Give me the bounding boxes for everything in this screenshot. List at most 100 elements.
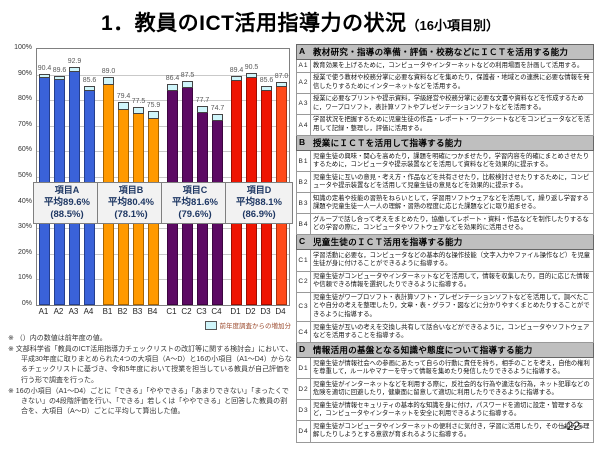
table-row-B2: B2 児童生徒に互いの意見・考え方・作品などを共有させたり，比較検討させたりするた…	[296, 172, 594, 194]
section-title: 授業にＩＣＴを活用して指導する能力	[313, 138, 463, 149]
item-text: 児童生徒がコンピュータやインターネットの便利さに気付き，学習に活用したり，その仕…	[313, 422, 590, 439]
section-code: A	[299, 46, 306, 56]
bar-value-label: 86.4	[165, 74, 180, 82]
bar-slot: 77.7	[195, 49, 210, 305]
gridline	[37, 253, 289, 255]
item-code: B4	[297, 214, 311, 235]
item-text: 学習活動に必要な，コンピュータなどの基本的な操作技能（文字入力やファイル操作など…	[313, 251, 591, 268]
bar-value-label: 89.4	[229, 67, 244, 75]
x-tick-label-D2: D2	[245, 307, 256, 316]
increase-cap	[261, 85, 272, 91]
x-tick-label-C4: C4	[211, 307, 222, 316]
bar-value-label: 90.4	[37, 64, 52, 72]
footnotes: ※ （）内の数値は前年度の値。 ※ 文部科学省「教員のICT活用指導力チェックリス…	[8, 334, 294, 418]
section-title: 情報活用の基盤となる知識や態度について指導する能力	[313, 345, 533, 356]
item-code: D3	[297, 400, 311, 421]
page-title: 1．教員のICT活用指導力の状況（16小項目別）	[0, 7, 600, 37]
section-title: 児童生徒のＩＣＴ活用を指導する能力	[313, 237, 463, 248]
item-code: C3	[297, 292, 311, 322]
bar-slot: 74.7	[210, 49, 225, 305]
x-tick-label-B3: B3	[132, 307, 143, 316]
plot-area: 90.4 89.6 92.9 85.6 項目A 平均89.6% (88.5%) 89.0 79.…	[33, 48, 293, 306]
group-name: 項目D	[246, 185, 272, 196]
increase-cap	[167, 83, 178, 91]
bar-group-項目D: 89.4 90.5 85.6 87.0 項目D 平均88.1% (86.9%)	[225, 49, 293, 305]
bar-group-項目B: 89.0 79.4 77.5 75.9 項目B 平均80.4% (78.1%)	[97, 49, 165, 305]
x-tick-label-A4: A4	[83, 307, 94, 316]
bar-value-label: 87.5	[180, 72, 195, 79]
bar-value-label: 89.6	[52, 66, 67, 74]
section-title: 教材研究・指導の準備・評価・校務などにＩＣＴを活用する能力	[313, 47, 569, 57]
increase-cap	[84, 85, 95, 91]
group-average-box-項目A: 項目A 平均89.6% (88.5%)	[33, 182, 101, 225]
item-code: A2	[297, 72, 311, 93]
item-code: A4	[297, 114, 311, 136]
table-row-C2: C2 児童生徒がコンピュータやインターネットなどを活用して，情報を収集したり，目的…	[296, 271, 594, 293]
x-label-group: A1 A2 A3 A4	[36, 307, 96, 316]
x-tick-label-C2: C2	[181, 307, 192, 316]
gridline	[37, 125, 289, 127]
increase-cap	[182, 81, 193, 89]
footnote: ※ 文部科学省「教員のICT活用指導力チェックリストの改訂等に関する検討会」にお…	[8, 346, 293, 384]
footnote: ※ 16の小項目（A1～D4）ごとに「できる」「ややできる」「あまりできない」「…	[8, 387, 289, 415]
bar-slot: 89.0	[101, 49, 116, 305]
section-header-C: C 児童生徒のＩＣＴ活用を指導する能力	[296, 235, 594, 251]
bar-value-label: 75.9	[146, 101, 161, 109]
group-prev-year: (88.5%)	[50, 209, 84, 221]
item-text: 児童生徒が情報社会への参画にあたって自らの行動に責任を持ち，相手のことを考え，自…	[313, 359, 590, 375]
y-tick-label: 60%	[17, 146, 32, 154]
bar-value-label: 87.0	[274, 73, 289, 81]
bar-value-label: 85.6	[82, 76, 97, 84]
bar-group-項目A: 90.4 89.6 92.9 85.6 項目A 平均89.6% (88.5%)	[33, 49, 101, 305]
table-row-B3: B3 知識の定着や技能の習熟をねらいとして，学習用ソフトウェアなどを活用して，繰り…	[296, 193, 594, 215]
section-header-B: B 授業にＩＣＴを活用して指導する能力	[296, 136, 594, 152]
x-tick-label-B1: B1	[102, 307, 113, 316]
item-text: 児童生徒がインターネットなどを利用する際に，反社会的な行為や違法な行為，ネット犯…	[313, 380, 590, 397]
item-text: 授業で使う教材や校務分掌に必要な資料などを集めたり，保護者・地域との連携に必要な…	[313, 74, 590, 90]
item-text: 児童生徒がコンピュータやインターネットなどを活用して，情報を収集したり，目的に応…	[313, 273, 589, 289]
increase-cap	[148, 110, 159, 119]
section-header-D: D 情報活用の基盤となる知識や態度について指導する能力	[296, 343, 594, 359]
x-tick-label-C1: C1	[166, 307, 177, 316]
group-average-box-項目C: 項目C 平均81.6% (79.6%)	[161, 182, 229, 225]
table-row-B4: B4 グループで話し合って考えをまとめたり，協働してレポート・資料・作品などを制作…	[296, 214, 594, 236]
bar-value-label: 79.4	[116, 92, 131, 100]
table-row-C3: C3 児童生徒がワープロソフト・表計算ソフト・プレゼンテーションソフトなどを活用し…	[296, 292, 594, 323]
increase-cap	[69, 67, 80, 72]
bar-slot: 86.4	[165, 49, 180, 305]
section-code: B	[299, 137, 306, 148]
item-text: 児童生徒に互いの意見・考え方・作品などを共有させたり，比較検討させたりするために…	[313, 173, 590, 189]
bar-value-label: 85.6	[259, 76, 274, 84]
item-text: 児童生徒が互いの考えを交換し共有して話合いなどができるように，コンピュータやソフ…	[313, 323, 590, 339]
bar-value-label: 92.9	[67, 58, 82, 66]
y-tick-label: 50%	[17, 172, 32, 179]
bar-group-項目C: 86.4 87.5 77.7 74.7 項目C 平均81.6% (79.6%)	[161, 49, 229, 305]
section-header-A: A 教材研究・指導の準備・評価・校務などにＩＣＴを活用する能力	[296, 45, 594, 60]
item-code: C1	[297, 250, 311, 271]
x-tick-label-B4: B4	[147, 307, 158, 316]
bar-slot: 90.4	[37, 49, 52, 305]
item-code: B3	[297, 193, 311, 214]
bar-slot: 77.5	[131, 49, 146, 305]
x-tick-label-B2: B2	[117, 307, 128, 316]
bar-slot: 87.0	[274, 49, 289, 305]
item-code: D2	[297, 379, 311, 400]
group-average: 平均89.6%	[44, 196, 90, 208]
footnote: ※ （）内の数値は前年度の値。	[8, 335, 107, 342]
bar-value-label: 74.7	[210, 104, 225, 112]
y-tick-label: 10%	[17, 274, 32, 282]
table-row-A1: A1 教育効果を上げるために，コンピュータやインターネットなどの利用場面を計画して…	[296, 60, 594, 73]
group-name: 項目A	[54, 185, 80, 196]
table-row-D2: D2 児童生徒がインターネットなどを利用する際に，反社会的な行為や違法な行為，ネッ…	[296, 379, 594, 401]
gridline	[37, 100, 289, 102]
gridline	[37, 74, 289, 76]
table-row-D1: D1 児童生徒が情報社会への参画にあたって自らの行動に責任を持ち，相手のことを考え…	[296, 358, 594, 380]
x-label-group: D1 D2 D3 D4	[228, 307, 288, 316]
group-average: 平均81.6%	[172, 196, 218, 208]
y-tick-label: 30%	[17, 223, 32, 231]
gridline	[37, 177, 289, 178]
bar-value-label: 90.5	[244, 64, 259, 72]
item-text: 授業に必要なプリントや提示資料，学級経営や校務分掌に必要な文書や資料などを作成す…	[313, 95, 584, 111]
item-text: 知識の定着や技能の習熟をねらいとして，学習用ソフトウェアなどを活用して，繰り返し…	[313, 194, 589, 211]
item-code: C4	[297, 322, 311, 343]
